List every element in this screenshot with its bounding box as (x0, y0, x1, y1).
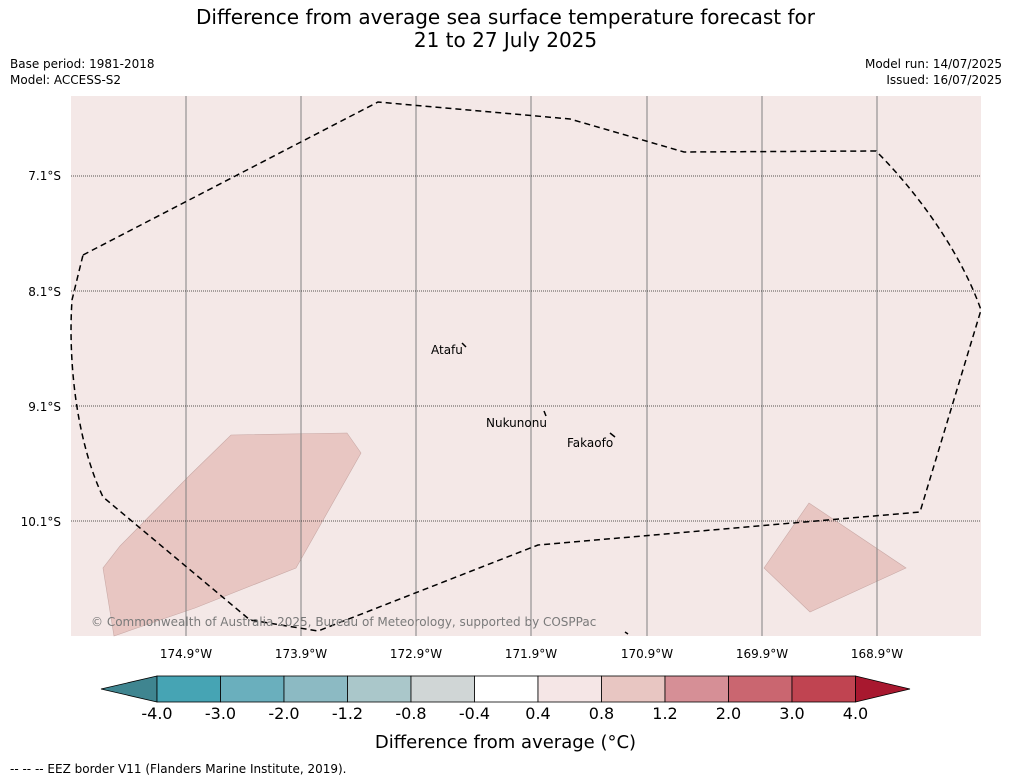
colorbar-segment (220, 675, 285, 703)
colorbar-tick-label: 0.8 (588, 704, 615, 723)
anomaly-patch-southeast (763, 502, 907, 613)
issued-date: Issued: 16/07/2025 (886, 73, 1002, 87)
colorbar-tick-label: 2.0 (715, 704, 742, 723)
colorbar-tick-label: 0.4 (525, 704, 551, 723)
lat-label: 9.1°S (28, 400, 61, 414)
colorbar-tick-label: -0.4 (458, 704, 491, 723)
colorbar-tick-label: -1.2 (331, 704, 364, 723)
meridian-lines (185, 96, 878, 636)
lon-label: 174.9°W (160, 647, 212, 661)
lat-label: 8.1°S (28, 285, 61, 299)
colorbar-extend-max (855, 675, 911, 703)
colorbar-segment (474, 675, 539, 703)
colorbar-segment (156, 675, 221, 703)
lon-label: 171.9°W (505, 647, 557, 661)
colorbar-segment (728, 675, 793, 703)
atafu-atoll (461, 342, 467, 348)
footer-note: -- -- -- EEZ border V11 (Flanders Marine… (10, 762, 347, 776)
fakaofo-atoll (609, 432, 616, 438)
colorbar-tick-label: -2.0 (268, 704, 300, 723)
colorbar-segment (601, 675, 666, 703)
colorbar-segment (410, 675, 475, 703)
lon-label: 169.9°W (736, 647, 788, 661)
colorbar-extend-min (100, 675, 158, 703)
lon-label: 173.9°W (275, 647, 327, 661)
base-info: Base period: 1981-2018 Model: ACCESS-S2 (10, 56, 155, 88)
swains-atoll (624, 631, 629, 635)
map-title: Difference from average sea surface temp… (0, 6, 1011, 52)
latitude-labels: 7.1°S 8.1°S 9.1°S 10.1°S (21, 169, 61, 529)
place-label-nukunonu: Nukunonu (486, 416, 547, 430)
model-run: Model run: 14/07/2025 (864, 57, 1002, 71)
lat-label: 7.1°S (28, 169, 61, 183)
lon-label: 172.9°W (390, 647, 442, 661)
lon-label: 170.9°W (621, 647, 673, 661)
run-info: Model run: 14/07/2025 Issued: 16/07/2025 (865, 56, 1002, 88)
longitude-labels: 174.9°W 173.9°W 172.9°W 171.9°W 170.9°W … (160, 647, 903, 661)
colorbar-tick-label: 1.2 (652, 704, 678, 723)
colorbar-tick-label: -3.0 (204, 704, 237, 723)
anomaly-patch-southwest (102, 432, 362, 637)
title-line-1: Difference from average sea surface temp… (195, 5, 815, 29)
colorbar-label: Difference from average (°C) (374, 732, 637, 753)
colorbar-tick-label: 4.0 (842, 704, 869, 723)
copyright-notice: © Commonwealth of Australia 2025, Bureau… (91, 615, 596, 629)
title-line-2: 21 to 27 July 2025 (413, 28, 598, 52)
eez-border (70, 101, 982, 632)
colorbar-segment (664, 675, 729, 703)
place-label-fakaofo: Fakaofo (567, 436, 613, 450)
colorbar-segment (791, 675, 856, 703)
nukunonu-atoll (543, 410, 547, 417)
base-period: Base period: 1981-2018 (10, 57, 155, 71)
place-label-atafu: Atafu (431, 343, 463, 357)
colorbar-tick-label: -4.0 (141, 704, 173, 723)
atoll-markers (461, 342, 629, 635)
lat-label: 10.1°S (21, 515, 61, 529)
colorbar-segment (537, 675, 602, 703)
parallel-lines (71, 175, 981, 522)
colorbar-segment (347, 675, 412, 703)
model-name: Model: ACCESS-S2 (10, 73, 122, 87)
colorbar-segment (283, 675, 348, 703)
lon-label: 168.9°W (851, 647, 903, 661)
colorbar-tick-label: 3.0 (779, 704, 805, 723)
colorbar (100, 675, 911, 703)
colorbar-tick-label: -0.8 (395, 704, 427, 723)
